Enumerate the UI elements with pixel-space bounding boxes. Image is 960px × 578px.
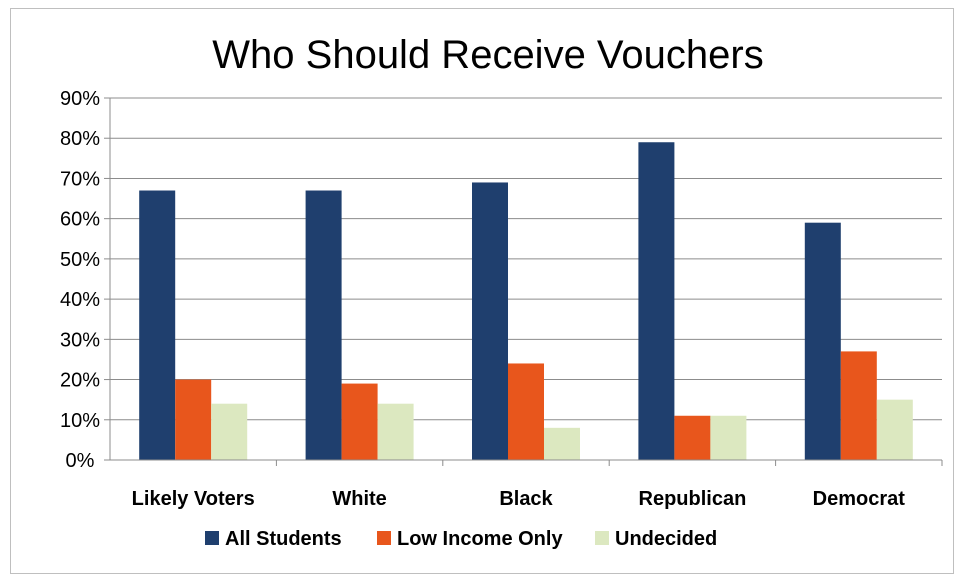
bar-undecided — [876, 399, 913, 460]
chart-title: Who Should Receive Vouchers — [212, 33, 763, 77]
x-category-label: Black — [499, 488, 553, 510]
bar-all-students — [305, 190, 342, 460]
bar-low-income-only — [341, 383, 378, 460]
legend-label: Undecided — [615, 528, 717, 550]
y-tick-label: 40% — [60, 289, 100, 311]
x-category-label: White — [332, 488, 386, 510]
legend-swatch — [377, 531, 391, 545]
bar-all-students — [472, 182, 508, 460]
x-category-label: Democrat — [813, 488, 906, 510]
y-tick-label: 60% — [60, 209, 100, 231]
y-tick-label: 50% — [60, 249, 100, 271]
y-tick-label: 30% — [60, 329, 100, 351]
y-tick-label: 0% — [66, 450, 95, 472]
bar-low-income-only — [175, 379, 212, 460]
bar-undecided — [710, 415, 747, 460]
x-category-label: Republican — [639, 488, 747, 510]
bar-undecided — [377, 403, 414, 460]
legend-swatch — [205, 531, 219, 545]
y-tick-label: 10% — [60, 410, 100, 432]
y-tick-label: 20% — [60, 370, 100, 392]
bar-low-income-only — [508, 363, 544, 460]
bar-all-students — [638, 142, 675, 460]
bar-undecided — [544, 427, 580, 460]
y-axis-ticks: 0% 10% 20% 30% 40% 50% 60% 70% 80% 90% — [60, 88, 110, 472]
legend-label: All Students — [225, 528, 342, 550]
legend: All Students Low Income Only Undecided — [205, 528, 717, 550]
bar-all-students — [804, 222, 841, 460]
legend-label: Low Income Only — [397, 528, 563, 550]
y-tick-label: 90% — [60, 88, 100, 110]
bar-low-income-only — [674, 415, 711, 460]
bar-low-income-only — [840, 351, 877, 460]
y-tick-label: 70% — [60, 168, 100, 190]
x-category-label: Likely Voters — [132, 488, 255, 510]
bars — [139, 142, 913, 460]
y-tick-label: 80% — [60, 128, 100, 150]
legend-swatch — [595, 531, 609, 545]
bar-all-students — [139, 190, 176, 460]
bar-undecided — [211, 403, 248, 460]
x-axis: Likely Voters White Black Republican Democra… — [109, 98, 943, 510]
